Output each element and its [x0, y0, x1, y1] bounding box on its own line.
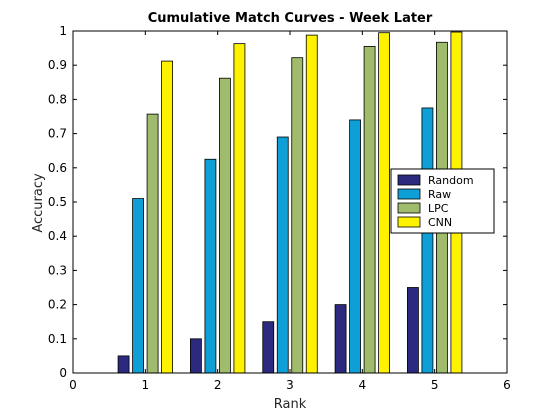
- y-tick-label: 1: [59, 24, 67, 38]
- legend-label-random: Random: [428, 174, 474, 187]
- x-axis-label: Rank: [274, 397, 307, 412]
- y-tick-label: 0.4: [48, 229, 67, 243]
- y-tick-label: 0.7: [48, 127, 67, 141]
- legend-swatch-lpc: [397, 202, 421, 214]
- bar-random-1: [117, 355, 130, 374]
- bar-random-2: [190, 338, 202, 374]
- legend-swatch-random: [397, 174, 421, 186]
- y-tick-label: 0.1: [48, 332, 67, 346]
- bar-lpc-1: [146, 113, 159, 374]
- y-tick-label: 0.5: [48, 195, 67, 209]
- x-tick-label: 1: [142, 378, 150, 392]
- x-tick-label: 3: [286, 378, 294, 392]
- legend-label-raw: Raw: [428, 188, 451, 201]
- legend-label-lpc: LPC: [428, 202, 449, 215]
- y-tick-label: 0.9: [48, 58, 67, 72]
- bar-cnn-3: [305, 34, 318, 374]
- bar-raw-1: [132, 198, 144, 374]
- chart-title: Cumulative Match Curves - Week Later: [148, 11, 433, 26]
- legend-swatch-raw: [397, 188, 421, 200]
- bar-cnn-4: [378, 32, 390, 374]
- x-tick-label: 4: [359, 378, 367, 392]
- plot-area: 0 1 2 3 4 5 6 0 0.1 0.2 0.3 0.4 0.5 0.6 0.7 0.8 0.9 1: [48, 24, 511, 392]
- y-axis-label: Accuracy: [31, 173, 46, 233]
- x-tick-label: 2: [214, 378, 222, 392]
- bar-random-5: [407, 287, 419, 374]
- legend-label-cnn: CNN: [428, 216, 452, 229]
- y-tick-label: 0.2: [48, 298, 67, 312]
- x-tick-label: 0: [69, 378, 77, 392]
- bar-cnn-1: [161, 60, 173, 374]
- bar-lpc-3: [291, 57, 304, 374]
- x-tick-label: 5: [431, 378, 439, 392]
- bar-lpc-4: [363, 45, 376, 374]
- bar-raw-2: [204, 158, 217, 374]
- bar-random-4: [334, 304, 347, 374]
- bar-raw-3: [276, 136, 289, 374]
- bar-lpc-2: [219, 77, 231, 374]
- legend-swatch-cnn: [397, 216, 421, 228]
- bar-random-3: [262, 321, 275, 374]
- bar-raw-4: [349, 119, 361, 374]
- x-tick-label: 6: [503, 378, 511, 392]
- y-tick-label: 0.3: [48, 263, 67, 277]
- y-tick-label: 0.6: [48, 161, 67, 175]
- y-tick-label: 0.8: [48, 92, 67, 106]
- y-tick-label: 0: [59, 366, 67, 380]
- bar-raw-5: [421, 107, 434, 374]
- bar-cnn-2: [233, 43, 246, 374]
